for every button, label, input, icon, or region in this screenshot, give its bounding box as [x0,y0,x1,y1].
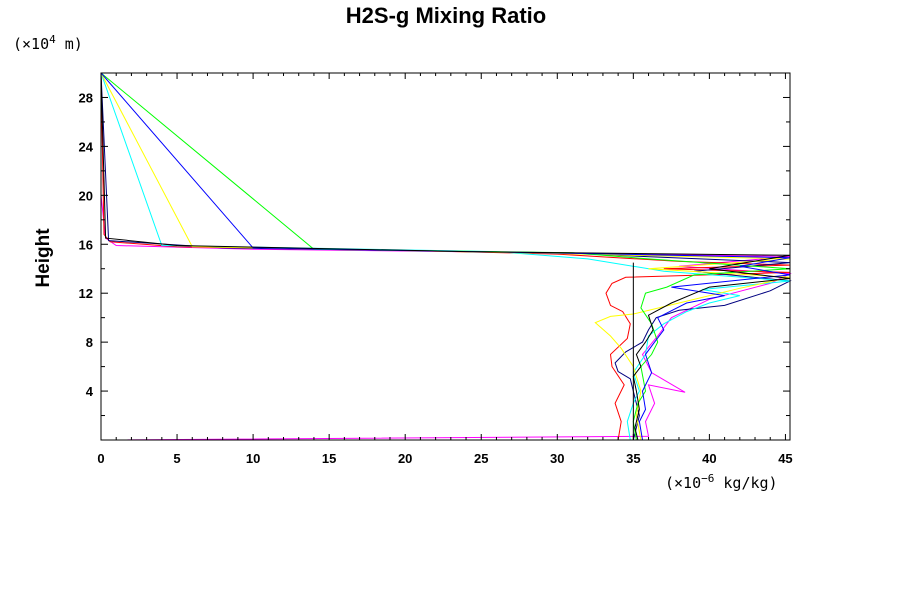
series-line-7 [100,72,791,441]
y-unit-prefix: (×10 [13,35,49,53]
x-unit-prefix: (×10 [665,474,701,492]
y-tick-label: 28 [79,90,93,105]
x-tick-label: 25 [474,451,488,466]
x-unit-label: (×10−6 kg/kg) [665,472,778,492]
x-tick-label: 35 [626,451,640,466]
y-axis-label: Height [33,228,54,288]
x-tick-label: 15 [322,451,336,466]
x-tick-label: 45 [778,451,792,466]
y-tick-label: 8 [86,335,93,350]
y-tick-label: 12 [79,286,93,301]
series-group [100,72,792,441]
x-tick-label: 10 [246,451,260,466]
plot-frame [100,72,791,441]
x-tick-label: 40 [702,451,716,466]
y-unit-suffix: m) [56,35,83,53]
chart-title: H2S-g Mixing Ratio [346,3,546,28]
y-tick-label: 16 [79,237,93,252]
y-unit-label: (×104 m) [13,33,83,53]
x-unit-suffix: kg/kg) [714,474,777,492]
y-tick-label: 4 [86,384,94,399]
y-unit-exponent: 4 [49,33,56,46]
x-tick-label: 30 [550,451,564,466]
tick-labels-group: 0 5 10 15 20 25 30 35 40 45 4 8 12 16 20 24 28 [79,90,793,466]
series-line-5 [100,72,791,441]
x-tick-label: 20 [398,451,412,466]
series-line-4 [100,72,791,441]
y-tick-label: 24 [79,139,94,154]
y-tick-label: 20 [79,188,93,203]
series-line-8 [100,72,791,441]
x-tick-label: 0 [97,451,104,466]
x-tick-label: 5 [173,451,180,466]
series-line-1 [100,73,792,441]
x-unit-exponent: −6 [701,472,714,485]
